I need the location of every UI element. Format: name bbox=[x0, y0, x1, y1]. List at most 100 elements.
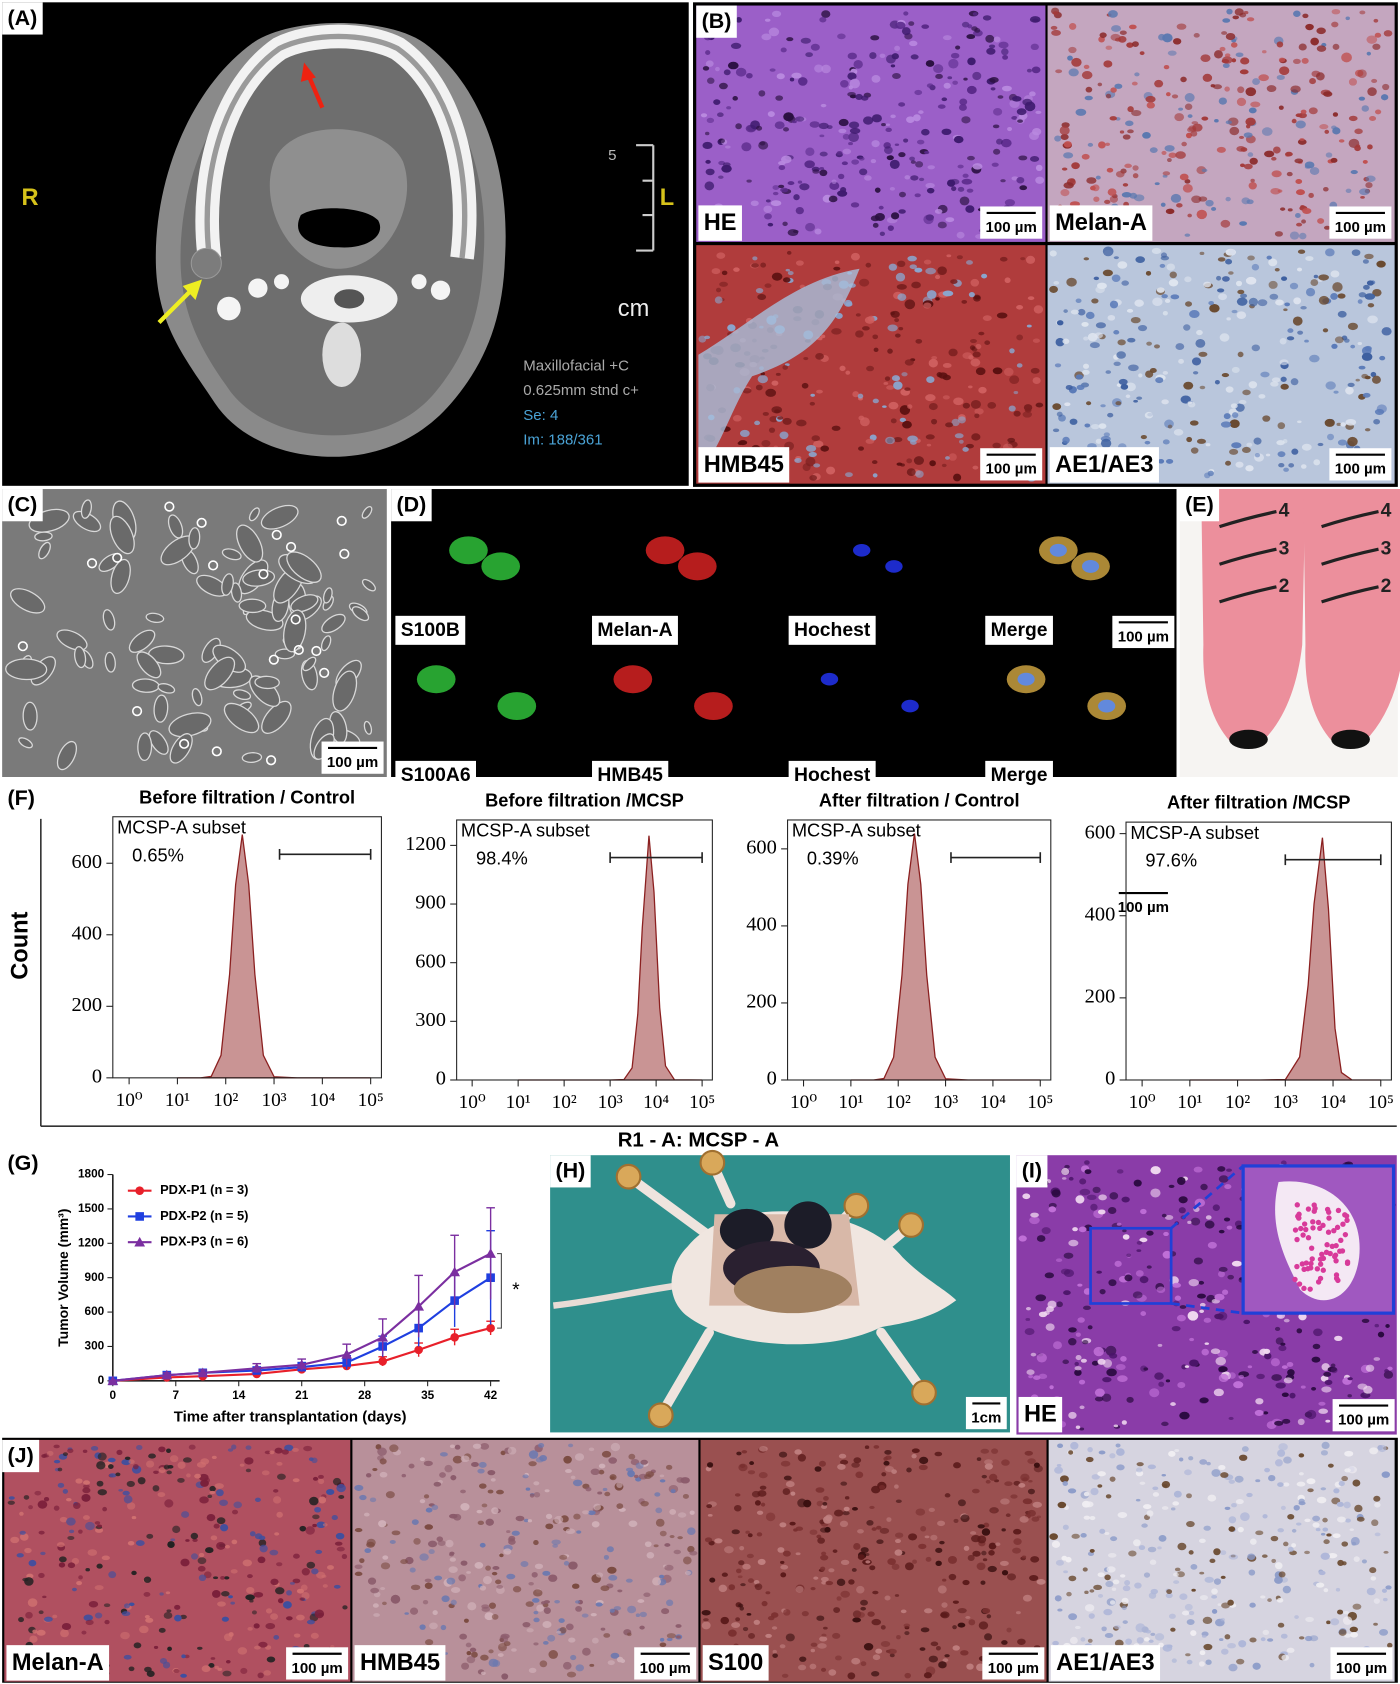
cell bbox=[336, 1484, 346, 1493]
cell bbox=[780, 1460, 791, 1467]
cell bbox=[859, 168, 868, 176]
cell bbox=[797, 1498, 807, 1508]
cell bbox=[1068, 1176, 1074, 1181]
cell bbox=[1281, 1392, 1289, 1398]
cell bbox=[1154, 1633, 1165, 1641]
cell bbox=[746, 72, 753, 79]
cell bbox=[715, 66, 720, 72]
cell bbox=[705, 168, 715, 176]
cell bbox=[736, 1451, 742, 1456]
cell bbox=[731, 1529, 740, 1535]
cell bbox=[1102, 269, 1113, 277]
x-tick-label: 28 bbox=[358, 1388, 372, 1402]
cell bbox=[1176, 1571, 1185, 1578]
cell bbox=[1246, 17, 1255, 22]
cell bbox=[1127, 106, 1134, 113]
cell bbox=[757, 293, 767, 301]
cell bbox=[1332, 112, 1339, 117]
cell bbox=[840, 1559, 850, 1565]
red-blood-cell bbox=[1312, 1205, 1318, 1212]
cell bbox=[1016, 305, 1024, 310]
cell bbox=[1188, 1610, 1195, 1616]
y-tick-label: 400 bbox=[71, 922, 102, 944]
cell bbox=[1195, 338, 1206, 348]
cell bbox=[68, 1529, 75, 1534]
graduation-label: 4 bbox=[1381, 501, 1392, 522]
cell bbox=[1270, 1358, 1280, 1367]
cell bbox=[389, 1444, 399, 1453]
cell bbox=[1157, 458, 1165, 464]
cell bbox=[915, 470, 924, 478]
cell bbox=[1237, 86, 1245, 94]
cell bbox=[1218, 1465, 1226, 1471]
cell bbox=[479, 1483, 487, 1489]
cell bbox=[1005, 1513, 1011, 1517]
cell bbox=[727, 61, 739, 70]
cell bbox=[1115, 401, 1122, 406]
cell bbox=[720, 1616, 730, 1625]
cell bbox=[765, 199, 771, 203]
cell bbox=[950, 279, 958, 284]
cell bbox=[1031, 66, 1041, 74]
cell bbox=[1162, 370, 1169, 375]
cell bbox=[608, 1457, 617, 1464]
cell bbox=[734, 1493, 741, 1497]
label-box bbox=[2, 489, 43, 522]
cell bbox=[459, 1633, 468, 1640]
cell bbox=[1156, 1286, 1166, 1294]
cell bbox=[254, 675, 280, 690]
pin bbox=[647, 1402, 674, 1429]
cell bbox=[812, 169, 820, 174]
cell bbox=[1109, 300, 1119, 309]
cell bbox=[1105, 93, 1112, 99]
cell bbox=[1231, 309, 1238, 314]
cell bbox=[1217, 1603, 1222, 1607]
cell bbox=[1028, 1375, 1034, 1379]
cell bbox=[1004, 277, 1011, 284]
cell bbox=[1312, 1515, 1321, 1522]
gate-label: MCSP-A subset bbox=[1130, 822, 1259, 843]
cell bbox=[1138, 373, 1143, 378]
cell bbox=[1063, 1252, 1074, 1259]
cell bbox=[1224, 1184, 1232, 1190]
cell bbox=[1007, 127, 1013, 132]
cell bbox=[795, 1552, 801, 1556]
cell bbox=[32, 1629, 38, 1634]
cell bbox=[1131, 81, 1138, 86]
cell bbox=[981, 273, 988, 279]
cell bbox=[1364, 428, 1371, 432]
cell bbox=[1142, 131, 1151, 139]
cell bbox=[1071, 1533, 1080, 1539]
cell bbox=[1374, 1502, 1381, 1508]
cell bbox=[595, 1572, 604, 1578]
cell bbox=[273, 1635, 280, 1640]
cell bbox=[1022, 98, 1033, 106]
cell bbox=[372, 1603, 379, 1608]
cell bbox=[759, 141, 766, 146]
lung bbox=[719, 1208, 774, 1252]
cell bbox=[786, 250, 792, 255]
series-line bbox=[112, 1327, 491, 1382]
cell bbox=[1091, 1474, 1100, 1480]
cell bbox=[62, 1489, 69, 1494]
cell bbox=[1082, 369, 1090, 375]
cell bbox=[1051, 29, 1061, 36]
cell bbox=[1056, 1463, 1062, 1467]
cell bbox=[1293, 297, 1302, 305]
cell bbox=[62, 1452, 68, 1457]
fluorescent-cell bbox=[677, 552, 717, 581]
cell bbox=[990, 1509, 997, 1513]
y-tick-label: 0 bbox=[98, 1373, 105, 1387]
cell bbox=[851, 159, 860, 165]
cell bbox=[756, 1532, 763, 1537]
fluorescent-cell bbox=[613, 665, 653, 694]
cell bbox=[852, 1617, 861, 1623]
cell bbox=[809, 1663, 817, 1670]
cell bbox=[928, 1655, 939, 1663]
cell bbox=[283, 1601, 292, 1609]
cell bbox=[1309, 78, 1316, 85]
red-blood-cell bbox=[1294, 1236, 1300, 1243]
y-tick-label: 1200 bbox=[78, 1235, 105, 1249]
cell bbox=[732, 415, 742, 422]
